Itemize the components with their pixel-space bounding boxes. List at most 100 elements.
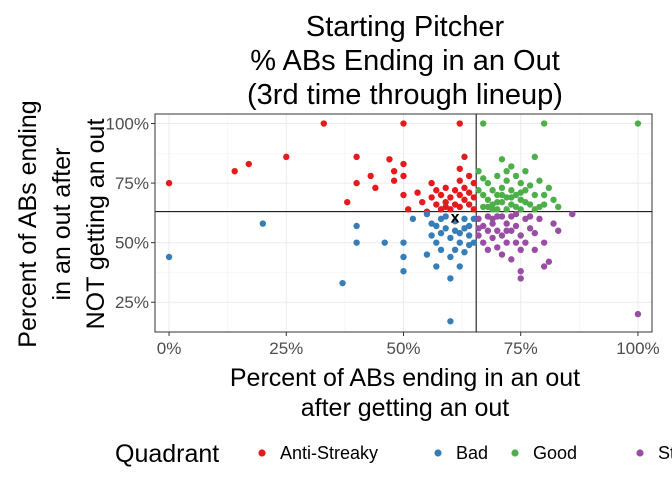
- x-tick-label: 25%: [269, 339, 303, 358]
- point-streaky: [498, 251, 506, 258]
- point-streaky: [494, 244, 501, 251]
- point-anti-streaky: [344, 198, 351, 206]
- chart-title: Starting Pitcher% ABs Ending in an Out(3…: [247, 11, 563, 111]
- point-bad: [165, 253, 173, 261]
- point-streaky: [508, 256, 515, 263]
- point-bad: [339, 279, 346, 287]
- legend-key-good: [511, 449, 519, 457]
- point-good: [512, 203, 520, 211]
- point-anti-streaky: [419, 198, 426, 206]
- point-good: [508, 163, 515, 170]
- point-bad: [353, 222, 360, 230]
- point-anti-streaky: [433, 201, 440, 208]
- point-good: [526, 182, 534, 189]
- point-anti-streaky: [414, 189, 421, 196]
- point-anti-streaky: [404, 206, 412, 213]
- point-anti-streaky: [465, 189, 473, 196]
- point-good: [536, 177, 543, 184]
- y-tick-label: 75%: [115, 174, 149, 193]
- point-streaky: [494, 227, 501, 234]
- point-streaky: [489, 220, 496, 227]
- point-anti-streaky: [442, 184, 449, 192]
- point-good: [531, 153, 538, 161]
- point-anti-streaky: [428, 179, 435, 187]
- point-anti-streaky: [470, 206, 478, 213]
- x-tick-label: 0%: [157, 339, 182, 358]
- point-streaky: [634, 310, 642, 318]
- point-good: [634, 120, 642, 127]
- point-bad: [437, 215, 445, 223]
- point-anti-streaky: [400, 172, 407, 180]
- point-bad: [353, 239, 360, 246]
- point-good: [475, 167, 482, 175]
- point-good: [536, 203, 543, 211]
- x-axis-label-line: Percent of ABs ending in an out: [230, 364, 580, 392]
- point-bad: [447, 253, 454, 261]
- point-anti-streaky: [390, 177, 398, 184]
- point-streaky: [517, 232, 524, 239]
- point-streaky: [540, 263, 548, 270]
- point-good: [480, 191, 487, 199]
- point-anti-streaky: [320, 120, 327, 127]
- point-anti-streaky: [367, 172, 374, 180]
- point-anti-streaky: [465, 201, 473, 208]
- point-good: [484, 203, 492, 211]
- y-axis-label: Percent of ABs ending in an out after NOT …: [14, 100, 110, 347]
- point-good: [503, 167, 510, 175]
- point-good: [498, 198, 506, 206]
- point-good: [503, 206, 510, 213]
- point-good: [498, 156, 506, 163]
- legend-label: Anti-Streaky: [280, 443, 378, 463]
- point-bad: [465, 232, 473, 239]
- x-axis-ticks: 0% 25% 50% 75% 100%: [157, 332, 660, 358]
- point-streaky: [526, 213, 534, 220]
- y-tick-label: 100%: [106, 115, 149, 134]
- point-anti-streaky: [442, 203, 449, 211]
- y-axis-ticks: 25% 50% 75% 100%: [106, 115, 155, 312]
- point-good: [540, 120, 548, 127]
- y-axis-label-line: in an out after: [48, 148, 76, 301]
- point-anti-streaky: [456, 120, 463, 127]
- point-bad: [451, 218, 459, 225]
- point-anti-streaky: [456, 191, 463, 199]
- point-streaky: [512, 222, 520, 230]
- point-anti-streaky: [400, 120, 407, 127]
- point-streaky: [484, 227, 492, 234]
- point-anti-streaky: [353, 179, 360, 187]
- point-anti-streaky: [165, 179, 173, 187]
- x-axis-label-line: after getting an out: [301, 394, 510, 422]
- point-streaky: [489, 234, 496, 242]
- point-bad: [456, 229, 463, 237]
- point-anti-streaky: [437, 191, 445, 199]
- y-axis-label-line: NOT getting an out: [82, 119, 110, 330]
- point-anti-streaky: [461, 184, 468, 192]
- point-anti-streaky: [461, 196, 468, 203]
- x-tick-label: 100%: [616, 339, 659, 358]
- legend: Quadrant Anti-Streaky Bad Good Streaky: [115, 440, 672, 468]
- point-streaky: [484, 246, 492, 254]
- point-good: [475, 187, 482, 194]
- point-anti-streaky: [465, 172, 473, 180]
- point-streaky: [536, 215, 543, 223]
- point-streaky: [517, 275, 524, 282]
- point-good: [498, 191, 506, 199]
- legend-key-streaky: [636, 449, 644, 457]
- point-good: [522, 198, 529, 206]
- point-bad: [400, 239, 407, 246]
- point-streaky: [503, 239, 510, 246]
- point-anti-streaky: [470, 179, 478, 187]
- point-bad: [447, 234, 454, 242]
- point-bad: [456, 263, 463, 270]
- point-good: [494, 206, 501, 213]
- point-bad: [433, 222, 440, 230]
- point-anti-streaky: [456, 177, 463, 184]
- point-bad: [433, 263, 440, 270]
- point-streaky: [508, 227, 515, 234]
- x-tick-label: 50%: [386, 339, 420, 358]
- grid: [155, 114, 652, 332]
- point-bad: [433, 239, 440, 246]
- point-good: [555, 203, 562, 211]
- point-streaky: [503, 220, 510, 227]
